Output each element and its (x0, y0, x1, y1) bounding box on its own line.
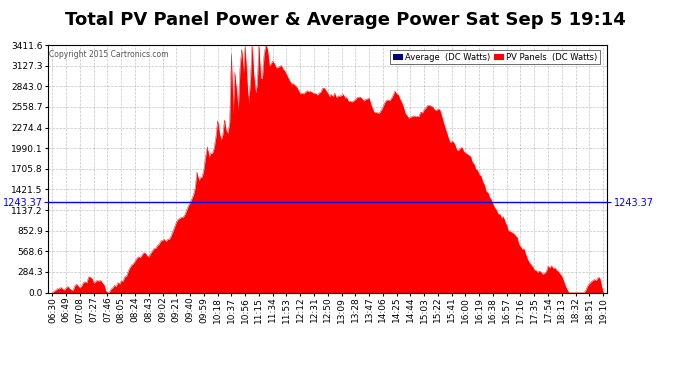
Text: Total PV Panel Power & Average Power Sat Sep 5 19:14: Total PV Panel Power & Average Power Sat… (65, 11, 625, 29)
Text: Copyright 2015 Cartronics.com: Copyright 2015 Cartronics.com (50, 50, 169, 59)
Legend: Average  (DC Watts), PV Panels  (DC Watts): Average (DC Watts), PV Panels (DC Watts) (391, 50, 600, 64)
